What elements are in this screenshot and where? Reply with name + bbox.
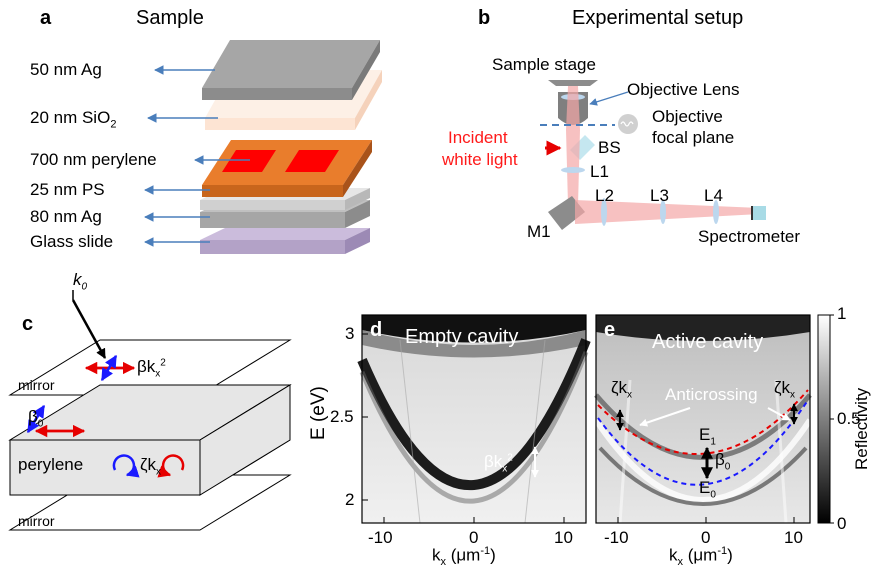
xtick-e-10: 10 bbox=[784, 528, 803, 547]
x-axis-label-e: kx (μm-1) bbox=[669, 545, 733, 569]
cavity-arrows bbox=[26, 290, 185, 478]
mirror-bottom-label: mirror bbox=[18, 513, 55, 529]
pattern-square bbox=[222, 150, 276, 172]
zeta-kx-label: ζkx bbox=[140, 455, 161, 478]
zeta-left-label: ζkx bbox=[611, 378, 632, 401]
anticrossing-label: Anticrossing bbox=[665, 385, 758, 404]
e0-label: E0 bbox=[699, 478, 716, 501]
pattern-square bbox=[285, 150, 339, 172]
panel-a-title: Sample bbox=[136, 7, 204, 29]
xtick-d-0: 0 bbox=[469, 528, 479, 547]
colorbar bbox=[817, 314, 834, 524]
beta0-label: β0 bbox=[28, 407, 44, 430]
bs-label: BS bbox=[598, 138, 621, 157]
ytick-2-5: 2.5 bbox=[330, 407, 354, 426]
colorbar-label: Reflectivity bbox=[852, 387, 871, 470]
perylene-label: perylene bbox=[18, 455, 84, 474]
k0-label: k0 bbox=[73, 270, 88, 293]
x-axis-label-d: kx (μm-1) bbox=[432, 545, 496, 569]
ytick-2: 2 bbox=[345, 490, 355, 509]
e1-label: E1 bbox=[699, 425, 716, 448]
y-axis-label: E (eV) bbox=[308, 386, 329, 440]
objective-lens-label: Objective Lens bbox=[627, 80, 740, 99]
layer-label-sio2: 20 nm SiO2 bbox=[30, 108, 117, 131]
mirror-top-label: mirror bbox=[18, 377, 55, 393]
beta0-e-label: β0 bbox=[715, 450, 731, 473]
white-light-label: white light bbox=[442, 150, 518, 169]
zeta-right-label: ζkx bbox=[774, 378, 795, 401]
xtick-e-0: 0 bbox=[701, 528, 711, 547]
colorbar-tick-0: 0 bbox=[837, 514, 847, 533]
plot-e bbox=[593, 314, 813, 524]
focal-plane-label: focal plane bbox=[652, 128, 735, 147]
colorbar-tick-1: 1 bbox=[837, 304, 847, 323]
spectrometer-label: Spectrometer bbox=[698, 227, 801, 246]
panel-b-letter: b bbox=[478, 7, 491, 29]
incident-label: Incident bbox=[448, 128, 508, 147]
setup-diagram bbox=[540, 80, 766, 230]
l3-label: L3 bbox=[650, 186, 669, 205]
layer-arrows bbox=[144, 65, 250, 247]
l4-label: L4 bbox=[704, 186, 723, 205]
l2-label: L2 bbox=[595, 186, 614, 205]
layer-stack bbox=[200, 40, 382, 254]
panel-e-title: Active cavity bbox=[652, 331, 764, 353]
panel-d-title: Empty cavity bbox=[405, 326, 519, 348]
objective-label: Objective bbox=[652, 107, 723, 126]
plot-d bbox=[357, 314, 591, 524]
panel-e-letter: e bbox=[604, 319, 616, 341]
m1-label: M1 bbox=[527, 222, 551, 241]
xtick-d-neg10: -10 bbox=[368, 528, 393, 547]
layer-label-perylene: 700 nm perylene bbox=[30, 150, 157, 169]
panel-b-title: Experimental setup bbox=[572, 7, 744, 29]
panel-c-letter: c bbox=[22, 313, 34, 335]
layer-label-ag80: 80 nm Ag bbox=[30, 207, 102, 226]
beta-kx2-annotation: βkx2 bbox=[484, 452, 513, 475]
sample-stage-label: Sample stage bbox=[492, 55, 596, 74]
panel-a-letter: a bbox=[40, 7, 52, 29]
beta-kx2-label: βkx2 bbox=[137, 357, 166, 380]
xtick-e-neg10: -10 bbox=[604, 528, 629, 547]
xtick-d-10: 10 bbox=[554, 528, 573, 547]
layer-label-ag50: 50 nm Ag bbox=[30, 60, 102, 79]
ytick-3: 3 bbox=[345, 324, 355, 343]
layer-label-glass: Glass slide bbox=[30, 232, 114, 251]
layer-label-ps: 25 nm PS bbox=[30, 180, 105, 199]
panel-d-letter: d bbox=[370, 319, 383, 341]
colorbar-tick-0-5: 0.5 bbox=[837, 409, 861, 428]
cavity-schematic bbox=[8, 339, 292, 531]
l1-label: L1 bbox=[590, 162, 609, 181]
